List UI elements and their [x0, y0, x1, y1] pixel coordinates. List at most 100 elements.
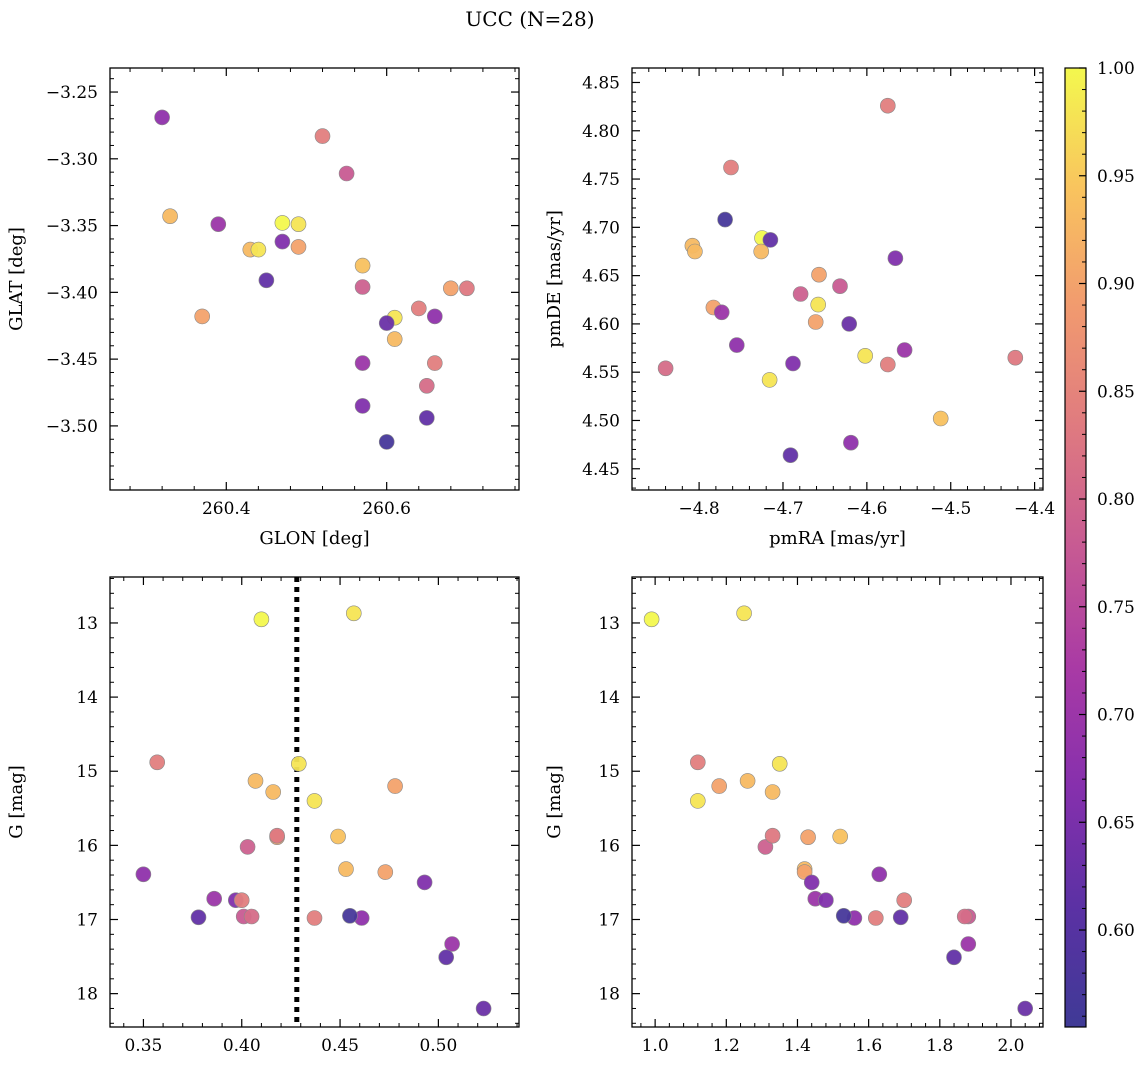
- data-point: [811, 266, 827, 283]
- x-axis-label: pmRA [mas/yr]: [769, 528, 906, 549]
- data-point: [253, 611, 270, 628]
- data-point: [386, 331, 403, 347]
- axes-frame: [109, 67, 520, 491]
- y-tick-label: 17: [598, 911, 620, 931]
- y-tick-label: −3.50: [46, 417, 98, 437]
- data-point: [206, 890, 222, 907]
- y-tick-label: 16: [598, 836, 620, 856]
- colorbar-tick-label: 0.70: [1097, 706, 1135, 726]
- x-tick-label: −4.5: [930, 499, 971, 519]
- data-point: [149, 754, 165, 771]
- data-point: [418, 377, 435, 394]
- x-tick-label: 0.40: [223, 1036, 261, 1056]
- data-point: [330, 828, 346, 845]
- axes-frame: [631, 576, 1044, 1028]
- data-point: [265, 784, 282, 800]
- data-point: [1017, 1000, 1033, 1017]
- x-tick-label: 1.0: [642, 1036, 669, 1056]
- data-point: [785, 355, 801, 372]
- panel-plx: 0.35 0.40 0.45 0.50 13 14 15 16 17 18 Plx [mas] G […: [6, 576, 520, 1067]
- data-point: [896, 892, 913, 909]
- y-tick-label: 15: [598, 762, 620, 782]
- data-point: [426, 355, 443, 371]
- y-tick-label: 17: [76, 911, 98, 931]
- data-points: [135, 605, 492, 1017]
- data-point: [194, 308, 210, 325]
- data-point: [857, 347, 874, 364]
- data-point: [154, 109, 170, 126]
- data-point: [274, 233, 291, 250]
- colorbar: 0.60 0.65 0.70 0.75 0.80 0.85 0.90 0.95 1.00: [1064, 59, 1135, 1028]
- data-point: [932, 410, 949, 427]
- data-point: [444, 936, 460, 952]
- y-axis-label: G [mag]: [544, 765, 565, 838]
- data-point: [442, 280, 459, 297]
- data-point: [810, 296, 827, 313]
- data-point: [832, 828, 849, 845]
- data-point: [841, 316, 858, 332]
- data-point: [354, 398, 371, 414]
- x-tick-label: 1.6: [855, 1036, 882, 1056]
- data-point: [314, 128, 331, 144]
- y-tick-label: 4.85: [582, 73, 620, 93]
- data-point: [426, 308, 443, 325]
- data-point: [892, 909, 909, 926]
- data-point: [377, 864, 394, 880]
- y-tick-label: 14: [76, 688, 98, 708]
- data-point: [354, 257, 371, 274]
- x-axis-label: BP-RP [mag]: [780, 1065, 895, 1067]
- plot-area: 260.4 260.6 −3.50 −3.45 −3.40 −3.35 −3.30 −3.25…: [6, 67, 1055, 1067]
- data-point: [354, 355, 371, 371]
- data-point: [345, 605, 362, 622]
- x-tick-label: 0.35: [124, 1036, 162, 1056]
- data-point: [290, 216, 307, 232]
- colorbar-tick-label: 0.80: [1097, 490, 1135, 510]
- data-points: [154, 109, 475, 450]
- x-tick-label: 1.4: [784, 1036, 811, 1056]
- data-point: [418, 410, 435, 426]
- data-point: [416, 874, 433, 891]
- data-point: [723, 159, 739, 176]
- y-axis-label: G [mag]: [6, 765, 27, 838]
- y-tick-label: 4.60: [582, 315, 620, 335]
- x-tick-label: 2.0: [997, 1036, 1024, 1056]
- panel-pm: −4.8 −4.7 −4.6 −4.5 −4.4 4.45 4.50 4.55 4.60 4.65…: [544, 67, 1055, 549]
- data-point: [190, 909, 207, 926]
- minor-ticks: [631, 68, 1043, 490]
- colorbar-tick-label: 0.95: [1097, 167, 1135, 187]
- data-point: [306, 793, 323, 809]
- data-point: [250, 241, 267, 258]
- data-point: [643, 611, 660, 628]
- colorbar-tick-label: 1.00: [1097, 59, 1135, 79]
- data-point: [247, 773, 264, 789]
- data-point: [689, 754, 706, 771]
- colorbar-tick-label: 0.85: [1097, 382, 1135, 402]
- panel-cmd: 1.0 1.2 1.4 1.6 1.8 2.0 13 14 15 16 17 18 BP-RP [mag…: [544, 576, 1044, 1067]
- data-point: [792, 286, 809, 302]
- x-tick-label: 1.8: [926, 1036, 953, 1056]
- colorbar-tick-label: 0.65: [1097, 813, 1135, 833]
- y-tick-label: 4.65: [582, 267, 620, 287]
- y-tick-label: −3.45: [46, 350, 98, 370]
- x-tick-label: −4.4: [1014, 499, 1055, 519]
- y-tick-label: 4.75: [582, 170, 620, 190]
- y-axis-label: GLAT [deg]: [6, 227, 27, 331]
- data-point: [871, 866, 888, 883]
- data-point: [762, 232, 779, 248]
- data-point: [687, 243, 703, 260]
- minor-ticks: [110, 68, 519, 490]
- data-point: [342, 907, 358, 924]
- data-point: [378, 434, 395, 450]
- data-point: [274, 215, 291, 231]
- data-point: [879, 356, 896, 373]
- y-tick-label: 16: [76, 836, 98, 856]
- x-tick-label: −4.6: [846, 499, 887, 519]
- data-point: [818, 892, 834, 909]
- data-point: [306, 910, 323, 926]
- data-point: [239, 839, 256, 855]
- data-point: [243, 908, 260, 925]
- y-tick-label: 15: [76, 762, 98, 782]
- y-tick-label: 4.55: [582, 363, 620, 383]
- data-point: [800, 829, 816, 846]
